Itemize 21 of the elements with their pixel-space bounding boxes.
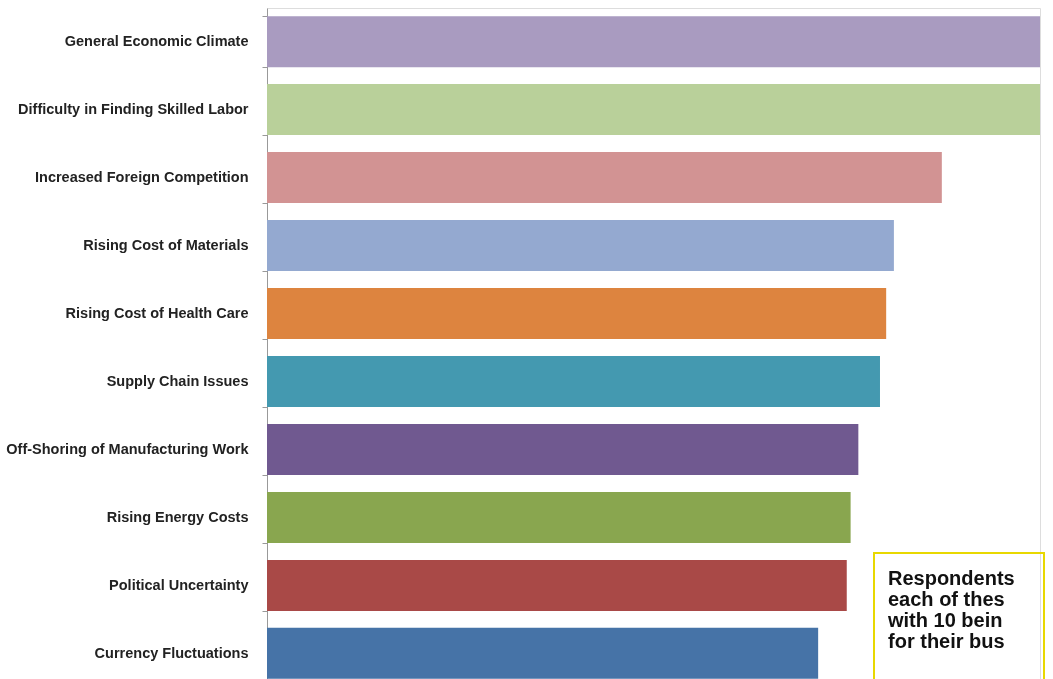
y-tick-label: Rising Cost of Materials [83,237,249,254]
y-tick-label: Supply Chain Issues [106,372,249,389]
y-tick-label: Off-Shoring of Manufacturing Work [6,440,250,457]
bar [267,356,880,407]
y-tick-label: Increased Foreign Competition [35,169,249,186]
bar [267,491,851,543]
y-tick-label: Difficulty in Finding Skilled Labor [18,101,249,118]
bar [267,627,819,679]
annotation: Respondents each of thes with 10 bein for their bus [887,567,1015,652]
y-tick-label: Rising Cost of Health Care [65,305,249,322]
bar [267,16,1040,68]
bar [267,84,1040,136]
y-tick-label: General Economic Climate [64,33,249,50]
bar [267,152,942,204]
bar [267,559,847,611]
y-tick-label: Rising Energy Costs [106,508,249,525]
bar [267,220,894,272]
bar [267,288,887,339]
y-tick-label: Currency Fluctuations [94,644,249,661]
bar [267,423,859,475]
y-tick-label: Political Uncertainty [109,576,249,593]
